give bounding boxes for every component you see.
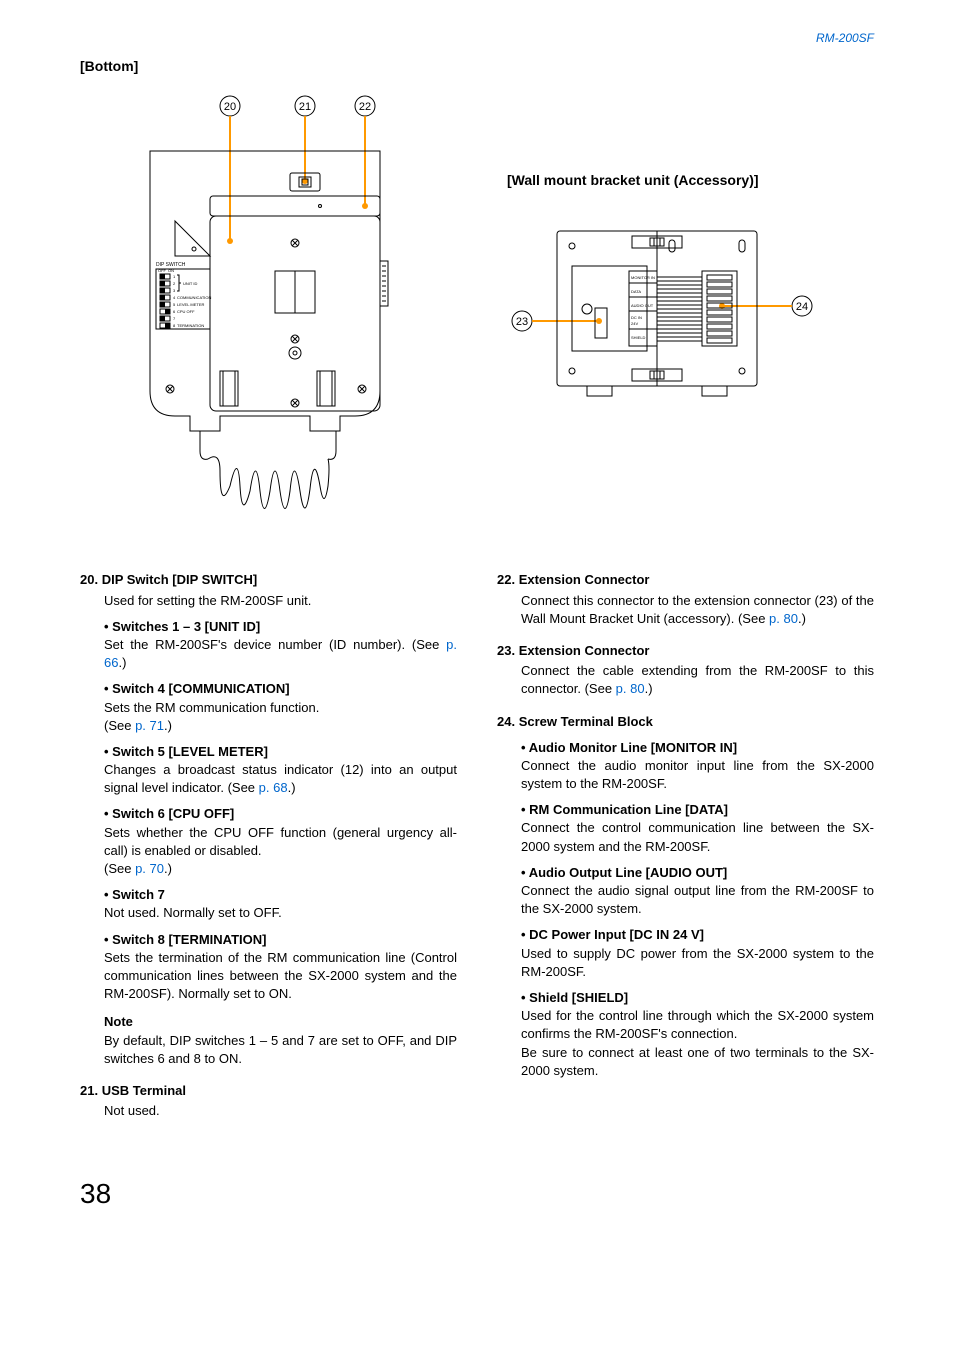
sub-20-4-title: Switch 7	[104, 886, 457, 904]
sub-24-4-body: Used for the control line through which …	[521, 1007, 874, 1080]
sub-20-4-body: Not used. Normally set to OFF.	[104, 904, 457, 922]
svg-text:AUDIO OUT: AUDIO OUT	[631, 303, 654, 308]
sub-20-1-body: Sets the RM communication function. (See…	[104, 699, 457, 735]
sub-20-3-body: Sets whether the CPU OFF function (gener…	[104, 824, 457, 879]
svg-text:7: 7	[173, 316, 176, 321]
item-22-title: 22. Extension Connector	[497, 571, 874, 589]
note-body: By default, DIP switches 1 – 5 and 7 are…	[104, 1032, 457, 1068]
item-21-title: 21. USB Terminal	[80, 1082, 457, 1100]
svg-text:5: 5	[173, 302, 176, 307]
sub-20-0-title: Switches 1 – 3 [UNIT ID]	[104, 618, 457, 636]
sub-24-3-title: DC Power Input [DC IN 24 V]	[521, 926, 874, 944]
sub-24-3-body: Used to supply DC power from the SX-2000…	[521, 945, 874, 981]
svg-text:LEVEL METER: LEVEL METER	[177, 302, 205, 307]
link-p70[interactable]: p. 70	[135, 861, 164, 876]
svg-text:OFF: OFF	[158, 268, 167, 273]
link-p68[interactable]: p. 68	[259, 780, 288, 795]
svg-text:24V: 24V	[631, 321, 638, 326]
svg-text:23: 23	[516, 316, 528, 328]
wall-bracket-figure: [Wall mount bracket unit (Accessory)] 23…	[507, 91, 874, 411]
item-21-body: Not used.	[104, 1102, 457, 1120]
header-model: RM-200SF	[80, 30, 874, 47]
svg-text:8: 8	[173, 323, 176, 328]
sub-24-4-title: Shield [SHIELD]	[521, 989, 874, 1007]
item-23-title: 23. Extension Connector	[497, 642, 874, 660]
svg-text:6: 6	[173, 309, 176, 314]
wall-bracket-title: [Wall mount bracket unit (Accessory)]	[507, 171, 874, 191]
section-bottom-title: [Bottom]	[80, 57, 874, 77]
note-title: Note	[104, 1013, 457, 1031]
svg-text:CPU OFF: CPU OFF	[177, 309, 195, 314]
svg-text:22: 22	[359, 101, 371, 113]
sub-24-2-title: Audio Output Line [AUDIO OUT]	[521, 864, 874, 882]
svg-text:4: 4	[173, 295, 176, 300]
item-20-body: Used for setting the RM-200SF unit.	[104, 592, 457, 610]
sub-24-0-title: Audio Monitor Line [MONITOR IN]	[521, 739, 874, 757]
item-22-body: Connect this connector to the extension …	[521, 592, 874, 628]
sub-24-1-body: Connect the control communication line b…	[521, 819, 874, 855]
sub-20-2-title: Switch 5 [LEVEL METER]	[104, 743, 457, 761]
sub-20-2-body: Changes a broadcast status indicator (12…	[104, 761, 457, 797]
bottom-figure: 20 21 22	[80, 91, 447, 531]
svg-text:MONITOR IN: MONITOR IN	[631, 275, 655, 280]
svg-text:DATA: DATA	[631, 289, 641, 294]
sub-20-1-title: Switch 4 [COMMUNICATION]	[104, 680, 457, 698]
sub-20-5-title: Switch 8 [TERMINATION]	[104, 931, 457, 949]
svg-text:21: 21	[299, 101, 311, 113]
sub-20-0-body: Set the RM-200SF's device number (ID num…	[104, 636, 457, 672]
svg-text:24: 24	[796, 301, 808, 313]
item-23-body: Connect the cable extending from the RM-…	[521, 662, 874, 698]
svg-text:1: 1	[173, 274, 176, 279]
svg-text:3: 3	[173, 288, 176, 293]
sub-20-3-title: Switch 6 [CPU OFF]	[104, 805, 457, 823]
sub-24-2-body: Connect the audio signal output line fro…	[521, 882, 874, 918]
svg-text:20: 20	[224, 101, 236, 113]
sub-24-0-body: Connect the audio monitor input line fro…	[521, 757, 874, 793]
link-p71[interactable]: p. 71	[135, 718, 164, 733]
sub-20-5-body: Sets the termination of the RM communica…	[104, 949, 457, 1004]
svg-text:SHIELD: SHIELD	[631, 335, 646, 340]
svg-text:COMMUNICATION: COMMUNICATION	[177, 295, 211, 300]
page-number: 38	[80, 1174, 874, 1213]
left-column: 20. DIP Switch [DIP SWITCH] Used for set…	[80, 571, 457, 1134]
svg-text:TERMINATION: TERMINATION	[177, 323, 204, 328]
svg-text:2: 2	[173, 281, 176, 286]
item-20-title: 20. DIP Switch [DIP SWITCH]	[80, 571, 457, 589]
item-24-title: 24. Screw Terminal Block	[497, 713, 874, 731]
svg-text:DC IN: DC IN	[631, 315, 642, 320]
right-column: 22. Extension Connector Connect this con…	[497, 571, 874, 1134]
svg-text:ON: ON	[168, 268, 174, 273]
link-p80a[interactable]: p. 80	[769, 611, 798, 626]
link-p80b[interactable]: p. 80	[616, 681, 645, 696]
svg-text:UNIT ID: UNIT ID	[183, 281, 197, 286]
sub-24-1-title: RM Communication Line [DATA]	[521, 801, 874, 819]
